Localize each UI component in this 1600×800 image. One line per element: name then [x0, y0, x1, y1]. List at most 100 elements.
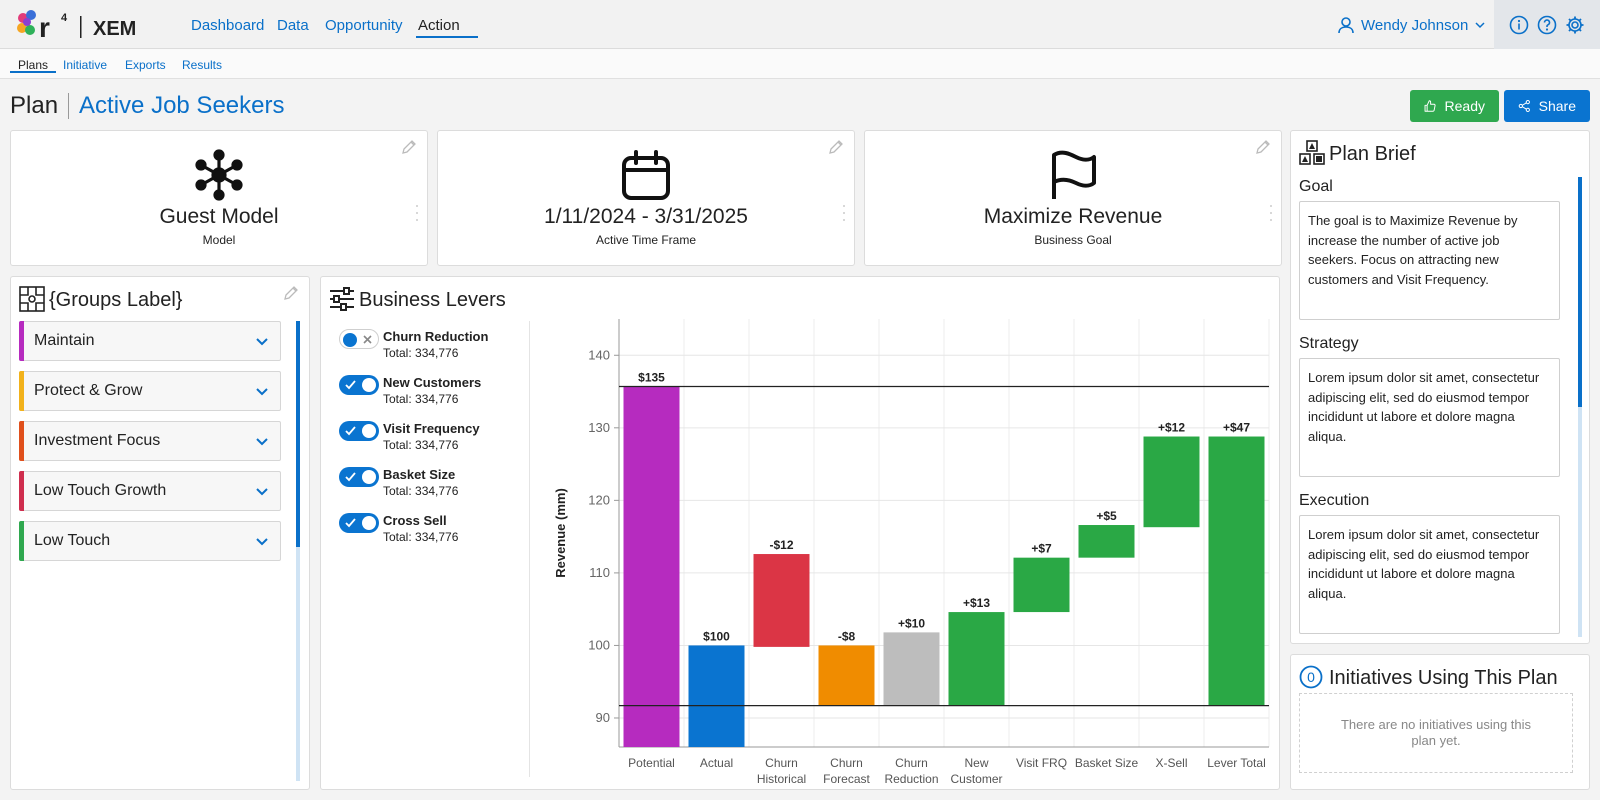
logo-superscript: 4	[61, 12, 68, 24]
subnav-initiative[interactable]: Initiative	[63, 58, 108, 72]
strategy-textarea[interactable]: Lorem ipsum dolor sit amet, consectetur …	[1299, 358, 1560, 477]
drag-handle-icon[interactable]	[415, 203, 419, 223]
page-title: Plan Active Job Seekers	[10, 92, 284, 120]
chevron-down-icon[interactable]	[254, 334, 270, 350]
nav-dashboard[interactable]: Dashboard	[191, 17, 265, 34]
pencil-icon[interactable]	[401, 139, 417, 155]
brief-scrollbar-track[interactable]	[1578, 177, 1582, 637]
group-color-bar	[19, 321, 24, 361]
chevron-down-icon[interactable]	[254, 534, 270, 550]
pencil-icon[interactable]	[828, 139, 844, 155]
user-menu[interactable]: Wendy Johnson	[1337, 14, 1486, 36]
count-badge-icon: 0	[1299, 665, 1323, 689]
group-color-bar	[19, 371, 24, 411]
subnav-plans[interactable]: Plans	[18, 58, 49, 72]
ready-button[interactable]: Ready	[1410, 90, 1499, 122]
app-logo[interactable]: r 4 XEM	[14, 8, 154, 43]
group-maintain[interactable]: Maintain	[19, 321, 281, 361]
x-tick-label: Lever Total	[1207, 756, 1265, 770]
logo-letter: r	[39, 12, 50, 42]
pencil-icon[interactable]	[283, 285, 299, 301]
plan-brief-panel: Plan Brief Goal The goal is to Maximize …	[1290, 130, 1590, 644]
waterfall-bar	[688, 645, 745, 747]
cross-sell-toggle[interactable]	[339, 513, 379, 533]
drag-handle-icon[interactable]	[842, 203, 846, 223]
y-tick-label: 140	[588, 347, 610, 362]
info-icon[interactable]	[1509, 15, 1529, 35]
brief-scrollbar-thumb[interactable]	[1578, 177, 1582, 407]
bar-value-label: $135	[638, 370, 665, 384]
time-frame-title: 1/11/2024 - 3/31/2025	[544, 205, 748, 228]
lever-name: Basket Size	[383, 467, 456, 482]
group-label: Investment Focus	[34, 432, 161, 449]
bar-value-label: +$12	[1158, 421, 1185, 435]
summary-card-time-frame[interactable]: 1/11/2024 - 3/31/2025 Active Time Frame	[437, 130, 855, 266]
plan-brief-title: Plan Brief	[1329, 143, 1416, 165]
share-icon	[1518, 100, 1530, 112]
y-tick-label: 110	[589, 565, 610, 580]
y-tick-label: 130	[588, 420, 610, 435]
blocks-icon	[1299, 140, 1325, 165]
bar-value-label: -$12	[769, 538, 793, 552]
nav-active-indicator	[416, 36, 478, 38]
group-investment-focus[interactable]: Investment Focus	[19, 421, 281, 461]
x-tick-label: Actual	[700, 756, 733, 770]
subnav-results[interactable]: Results	[182, 58, 223, 72]
lever-name: New Customers	[383, 375, 482, 390]
chevron-down-icon[interactable]	[254, 384, 270, 400]
basket-size-toggle[interactable]	[339, 467, 379, 487]
goal-label: Goal	[1299, 178, 1333, 195]
churn-reduction-toggle[interactable]	[339, 329, 379, 349]
nav-data[interactable]: Data	[277, 17, 309, 34]
sub-nav	[0, 49, 1600, 79]
initiatives-title: Initiatives Using This Plan	[1329, 667, 1558, 689]
title-divider	[68, 93, 70, 119]
x-tick-label: Churn	[765, 756, 798, 770]
nav-action[interactable]: Action	[418, 17, 460, 34]
group-label: Maintain	[34, 332, 95, 349]
group-protect-grow[interactable]: Protect & Grow	[19, 371, 281, 411]
nav-opportunity[interactable]: Opportunity	[325, 17, 403, 34]
waterfall-bar	[1143, 436, 1200, 528]
bar-value-label: +$7	[1031, 542, 1052, 556]
x-tick-label: Customer	[950, 772, 1002, 783]
toggle-knob	[362, 424, 376, 438]
help-icon-area	[1494, 0, 1600, 49]
chevron-down-icon[interactable]	[254, 484, 270, 500]
thumbs-up-icon	[1424, 100, 1436, 112]
summary-card-model[interactable]: Guest Model Model	[10, 130, 428, 266]
waterfall-bar	[1078, 525, 1135, 558]
business-goal-title: Maximize Revenue	[983, 205, 1163, 228]
bar-value-label: +$5	[1096, 509, 1117, 523]
business-goal-subtitle: Business Goal	[1034, 233, 1112, 247]
strategy-label: Strategy	[1299, 335, 1359, 352]
execution-textarea[interactable]: Lorem ipsum dolor sit amet, consectetur …	[1299, 515, 1560, 634]
x-tick-label: New	[964, 756, 988, 770]
waterfall-bar	[623, 386, 680, 747]
plan-name: Active Job Seekers	[79, 92, 285, 119]
gear-icon[interactable]	[1565, 15, 1585, 35]
new-customers-toggle[interactable]	[339, 375, 379, 395]
bar-value-label: +$47	[1223, 421, 1250, 435]
summary-card-business-goal[interactable]: Maximize Revenue Business Goal	[864, 130, 1282, 266]
groups-icon	[19, 286, 45, 312]
group-color-bar	[19, 521, 24, 561]
levers-divider	[529, 321, 530, 777]
chevron-down-icon	[1475, 22, 1485, 29]
share-button[interactable]: Share	[1504, 90, 1590, 122]
groups-scrollbar-track[interactable]	[296, 321, 300, 781]
help-icon[interactable]	[1537, 15, 1557, 35]
groups-panel: {Groups Label} Maintain Protect & Grow I…	[10, 276, 310, 790]
chevron-down-icon[interactable]	[254, 434, 270, 450]
group-low-touch[interactable]: Low Touch	[19, 521, 281, 561]
x-tick-label: Forecast	[823, 772, 870, 783]
subnav-exports[interactable]: Exports	[125, 58, 166, 72]
sliders-icon	[330, 287, 354, 311]
goal-textarea[interactable]: The goal is to Maximize Revenue by incre…	[1299, 201, 1560, 320]
group-low-touch-growth[interactable]: Low Touch Growth	[19, 471, 281, 511]
visit-frequency-toggle[interactable]	[339, 421, 379, 441]
drag-handle-icon[interactable]	[1269, 203, 1273, 223]
groups-scrollbar-thumb[interactable]	[296, 321, 300, 547]
x-tick-label: Reduction	[884, 772, 938, 783]
pencil-icon[interactable]	[1255, 139, 1271, 155]
